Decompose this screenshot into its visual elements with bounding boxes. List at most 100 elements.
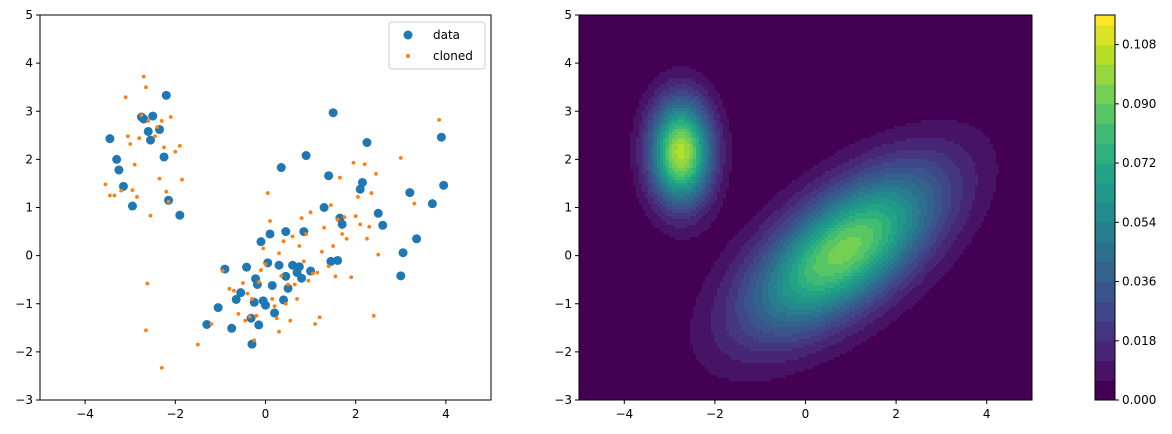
contour-band-cell — [930, 222, 937, 226]
contour-band-cell — [687, 207, 697, 211]
contour-band-cell — [948, 216, 958, 220]
contour-band-cell — [639, 132, 643, 136]
contour-band-cell — [723, 171, 730, 175]
contour-band-cell — [657, 96, 664, 100]
scatter-xtick-label: −2 — [166, 407, 184, 421]
cloned-point — [317, 315, 322, 320]
contour-band-cell — [690, 162, 694, 166]
contour-band-cell — [918, 225, 925, 229]
contour-band-cell — [648, 192, 655, 196]
contour-band-cell — [645, 192, 649, 196]
contour-band-cell — [819, 237, 826, 241]
contour-band-cell — [648, 168, 652, 172]
contour-band-cell — [579, 162, 631, 166]
contour-band-cell — [975, 171, 1000, 175]
contour-band-cell — [807, 288, 826, 292]
contour-band-cell — [678, 195, 685, 199]
contour-band-cell — [795, 252, 802, 256]
contour-band-cell — [663, 177, 667, 181]
contour-band-cell — [840, 186, 850, 190]
contour-band-cell — [714, 261, 733, 265]
contour-band-cell — [684, 165, 691, 169]
contour-band-cell — [843, 339, 868, 343]
contour-band-cell — [711, 150, 715, 154]
contour-band-cell — [783, 288, 793, 292]
contour-band-cell — [705, 204, 712, 208]
contour-band-cell — [831, 168, 850, 172]
contour-band-cell — [858, 177, 874, 181]
contour-band-cell — [774, 195, 793, 199]
contour-band-cell — [936, 162, 955, 166]
contour-band-cell — [828, 180, 841, 184]
contour-band-cell — [642, 207, 652, 211]
contour-band-cell — [852, 264, 862, 268]
contour-band-cell — [858, 267, 865, 271]
contour-band-cell — [696, 162, 700, 166]
contour-band-cell — [663, 168, 667, 172]
contour-band-cell — [702, 150, 706, 154]
contour-band-cell — [864, 168, 886, 172]
contour-band-cell — [645, 168, 649, 172]
contour-band-cell — [693, 174, 697, 178]
contour-band-cell — [648, 144, 652, 148]
contour-band-cell — [843, 219, 856, 223]
contour-band-cell — [675, 207, 688, 211]
colorbar-tick-label: 0.054 — [1122, 215, 1156, 229]
contour-band-cell — [828, 192, 841, 196]
contour-band-cell — [795, 231, 802, 235]
contour-band-cell — [960, 174, 979, 178]
contour-band-cell — [723, 180, 730, 184]
contour-band-cell — [690, 186, 694, 190]
contour-band-cell — [726, 153, 733, 157]
contour-band-cell — [669, 165, 673, 169]
contour-band-cell — [714, 306, 727, 310]
contour-band-cell — [723, 126, 730, 130]
contour-band-cell — [915, 240, 922, 244]
contour-band-cell — [837, 234, 874, 238]
contour-band-cell — [651, 159, 655, 163]
contour-band-cell — [969, 243, 1032, 247]
contour-band-cell — [714, 159, 718, 163]
contour-band-cell — [768, 291, 778, 295]
contour-band-cell — [960, 210, 970, 214]
contour-band-cell — [708, 93, 721, 97]
contour-band-cell — [714, 102, 724, 106]
colorbar-tick-label: 0.018 — [1122, 334, 1156, 348]
contour-band-cell — [837, 165, 856, 169]
contour-band-cell — [741, 246, 754, 250]
contour-band-cell — [654, 201, 661, 205]
contour-band-cell — [786, 360, 829, 364]
contour-band-cell — [723, 198, 772, 202]
contour-band-cell — [663, 96, 673, 100]
contour-band-cell — [699, 234, 736, 238]
contour-band-cell — [852, 348, 1032, 352]
contour-band-cell — [714, 135, 718, 139]
contour-band-cell — [900, 315, 1032, 319]
contour-band-cell — [696, 171, 700, 175]
contour-band-cell — [693, 306, 715, 310]
contour-band-cell — [972, 207, 991, 211]
contour-band-cell — [843, 189, 856, 193]
contour-band-cell — [876, 279, 883, 283]
contour-band-cell — [702, 207, 712, 211]
contour-band-cell — [783, 204, 796, 208]
contour-band-cell — [975, 162, 997, 166]
contour-band-cell — [654, 99, 661, 103]
cloned-point — [290, 234, 295, 239]
contour-band-cell — [780, 234, 787, 238]
colorbar-band — [1095, 242, 1115, 263]
contour-band-cell — [768, 237, 778, 241]
contour-band-cell — [687, 111, 694, 115]
contour-band-cell — [831, 249, 859, 253]
contour-band-cell — [660, 84, 676, 88]
contour-band-cell — [687, 99, 697, 103]
contour-band-cell — [693, 177, 697, 181]
contour-band-cell — [771, 303, 784, 307]
contour-band-cell — [699, 210, 709, 214]
contour-band-cell — [579, 156, 631, 160]
contour-band-cell — [714, 156, 718, 160]
contour-band-cell — [819, 231, 826, 235]
contour-band-cell — [579, 27, 1032, 31]
density-xtick-label: 0 — [802, 407, 810, 421]
contour-band-cell — [951, 204, 961, 208]
